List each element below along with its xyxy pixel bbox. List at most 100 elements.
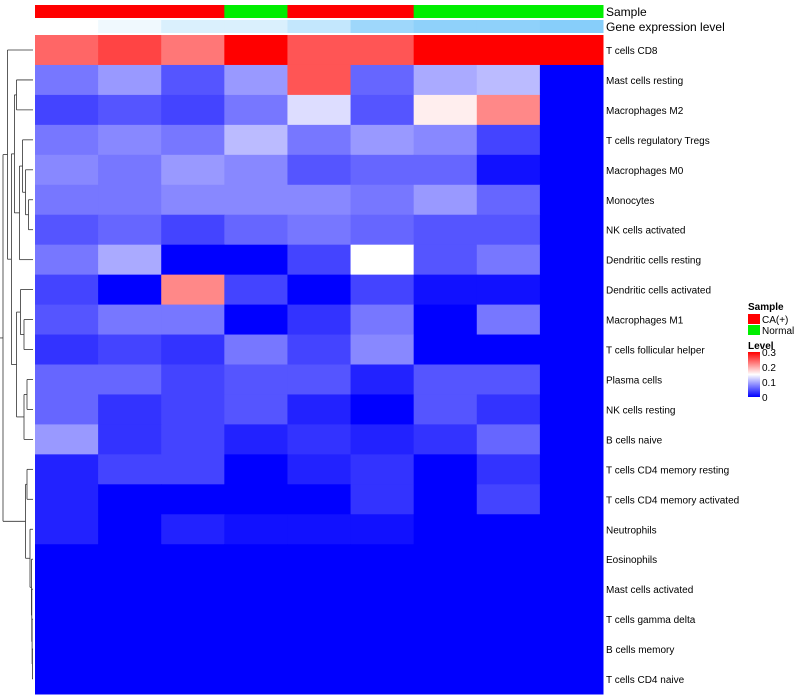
heatmap-cell xyxy=(287,484,352,515)
heatmap-cell xyxy=(350,454,415,485)
heatmap-cell xyxy=(224,64,288,96)
heatmap-cell xyxy=(350,334,415,365)
heatmap-cell xyxy=(350,154,415,186)
heatmap-cell xyxy=(98,364,162,395)
sample-annotation-cell xyxy=(287,5,352,18)
heatmap-cell xyxy=(98,424,162,455)
row-label: Dendritic cells activated xyxy=(606,286,711,297)
heatmap-cell xyxy=(98,664,162,695)
heatmap-cell xyxy=(413,64,478,96)
heatmap-cell xyxy=(98,304,162,336)
heatmap-cell xyxy=(224,244,288,276)
heatmap-cell xyxy=(350,394,415,425)
heatmap-cell xyxy=(539,544,604,575)
heatmap-cell xyxy=(350,514,415,545)
heatmap-cell xyxy=(476,394,541,425)
sample-annotation-cell xyxy=(476,5,541,18)
sample-annotation-cell xyxy=(35,5,99,18)
heatmap-cell xyxy=(539,274,604,306)
heatmap-cell xyxy=(539,154,604,186)
heatmap-cell xyxy=(35,394,99,425)
sample-annotation-cell xyxy=(224,5,288,18)
row-label: B cells naive xyxy=(606,435,663,446)
heatmap-cell xyxy=(35,64,99,96)
heatmap-cell xyxy=(539,634,604,665)
heatmap-cell xyxy=(35,664,99,695)
heatmap-cell xyxy=(35,634,99,665)
heatmap-cell xyxy=(161,124,225,156)
heatmap-cell xyxy=(161,244,225,276)
heatmap-cell xyxy=(413,304,478,336)
row-label: Monocytes xyxy=(606,196,654,207)
heatmap-cell xyxy=(35,574,99,605)
heatmap-cell xyxy=(350,214,415,246)
heatmap-cell xyxy=(224,574,288,605)
heatmap-cell xyxy=(476,424,541,455)
heatmap-cell xyxy=(224,35,288,66)
expression-annotation-cell xyxy=(476,20,541,33)
heatmap-cell xyxy=(98,544,162,575)
heatmap-cell xyxy=(224,484,288,515)
heatmap-cell xyxy=(287,664,352,695)
heatmap-cell xyxy=(350,304,415,336)
heatmap-cell xyxy=(35,94,99,126)
heatmap-cell xyxy=(161,64,225,96)
heatmap-cell xyxy=(413,424,478,455)
expression-track-label: Gene expression level xyxy=(606,20,725,34)
heatmap-cell xyxy=(35,274,99,306)
heatmap-cell xyxy=(413,35,478,66)
heatmap-cell xyxy=(224,364,288,395)
heatmap-cell xyxy=(35,244,99,276)
heatmap-cell xyxy=(350,634,415,665)
heatmap-cell xyxy=(539,124,604,156)
heatmap-cell xyxy=(98,394,162,425)
heatmap-cell xyxy=(161,604,225,635)
heatmap-cell xyxy=(287,364,352,395)
heatmap-cell xyxy=(539,94,604,126)
heatmap-cell xyxy=(161,334,225,365)
heatmap-cell xyxy=(287,514,352,545)
annotation-tracks xyxy=(35,5,604,33)
heatmap-cell xyxy=(35,484,99,515)
row-label: T cells CD4 naive xyxy=(606,675,685,686)
heatmap-cell xyxy=(476,544,541,575)
heatmap-cell xyxy=(539,604,604,635)
heatmap-cell xyxy=(413,364,478,395)
heatmap-cell xyxy=(287,94,352,126)
heatmap-cell xyxy=(35,214,99,246)
sample-annotation-cell xyxy=(413,5,478,18)
sample-legend-title: Sample xyxy=(748,302,784,313)
heatmap-cell xyxy=(35,334,99,365)
heatmap-cell xyxy=(539,244,604,276)
sample-legend-swatch xyxy=(748,325,760,335)
heatmap-cell xyxy=(98,35,162,66)
heatmap-cell xyxy=(539,184,604,216)
row-label: T cells gamma delta xyxy=(606,615,696,626)
heatmap-cell xyxy=(539,394,604,425)
heatmap-cell xyxy=(539,484,604,515)
heatmap-cell xyxy=(224,154,288,186)
heatmap-cell xyxy=(224,304,288,336)
heatmap-cell xyxy=(476,634,541,665)
heatmap-cell xyxy=(35,304,99,336)
row-label: T cells regulatory Tregs xyxy=(606,136,710,147)
heatmap-cell xyxy=(287,334,352,365)
heatmap-cell xyxy=(161,304,225,336)
sample-annotation-cell xyxy=(539,5,604,18)
row-label: NK cells activated xyxy=(606,226,685,237)
heatmap-cell xyxy=(539,424,604,455)
expression-annotation-cell xyxy=(98,20,162,33)
heatmap-cell xyxy=(476,604,541,635)
heatmap-cell xyxy=(287,454,352,485)
heatmap-cell xyxy=(161,94,225,126)
heatmap-cell xyxy=(287,304,352,336)
heatmap-cell xyxy=(224,124,288,156)
heatmap-cell xyxy=(350,484,415,515)
heatmap-cell xyxy=(161,274,225,306)
sample-track-label: Sample xyxy=(606,5,647,19)
heatmap-cell xyxy=(224,454,288,485)
row-dendrogram xyxy=(0,49,33,680)
heatmap-cell xyxy=(413,574,478,605)
heatmap-cell xyxy=(350,94,415,126)
heatmap-cell xyxy=(161,364,225,395)
